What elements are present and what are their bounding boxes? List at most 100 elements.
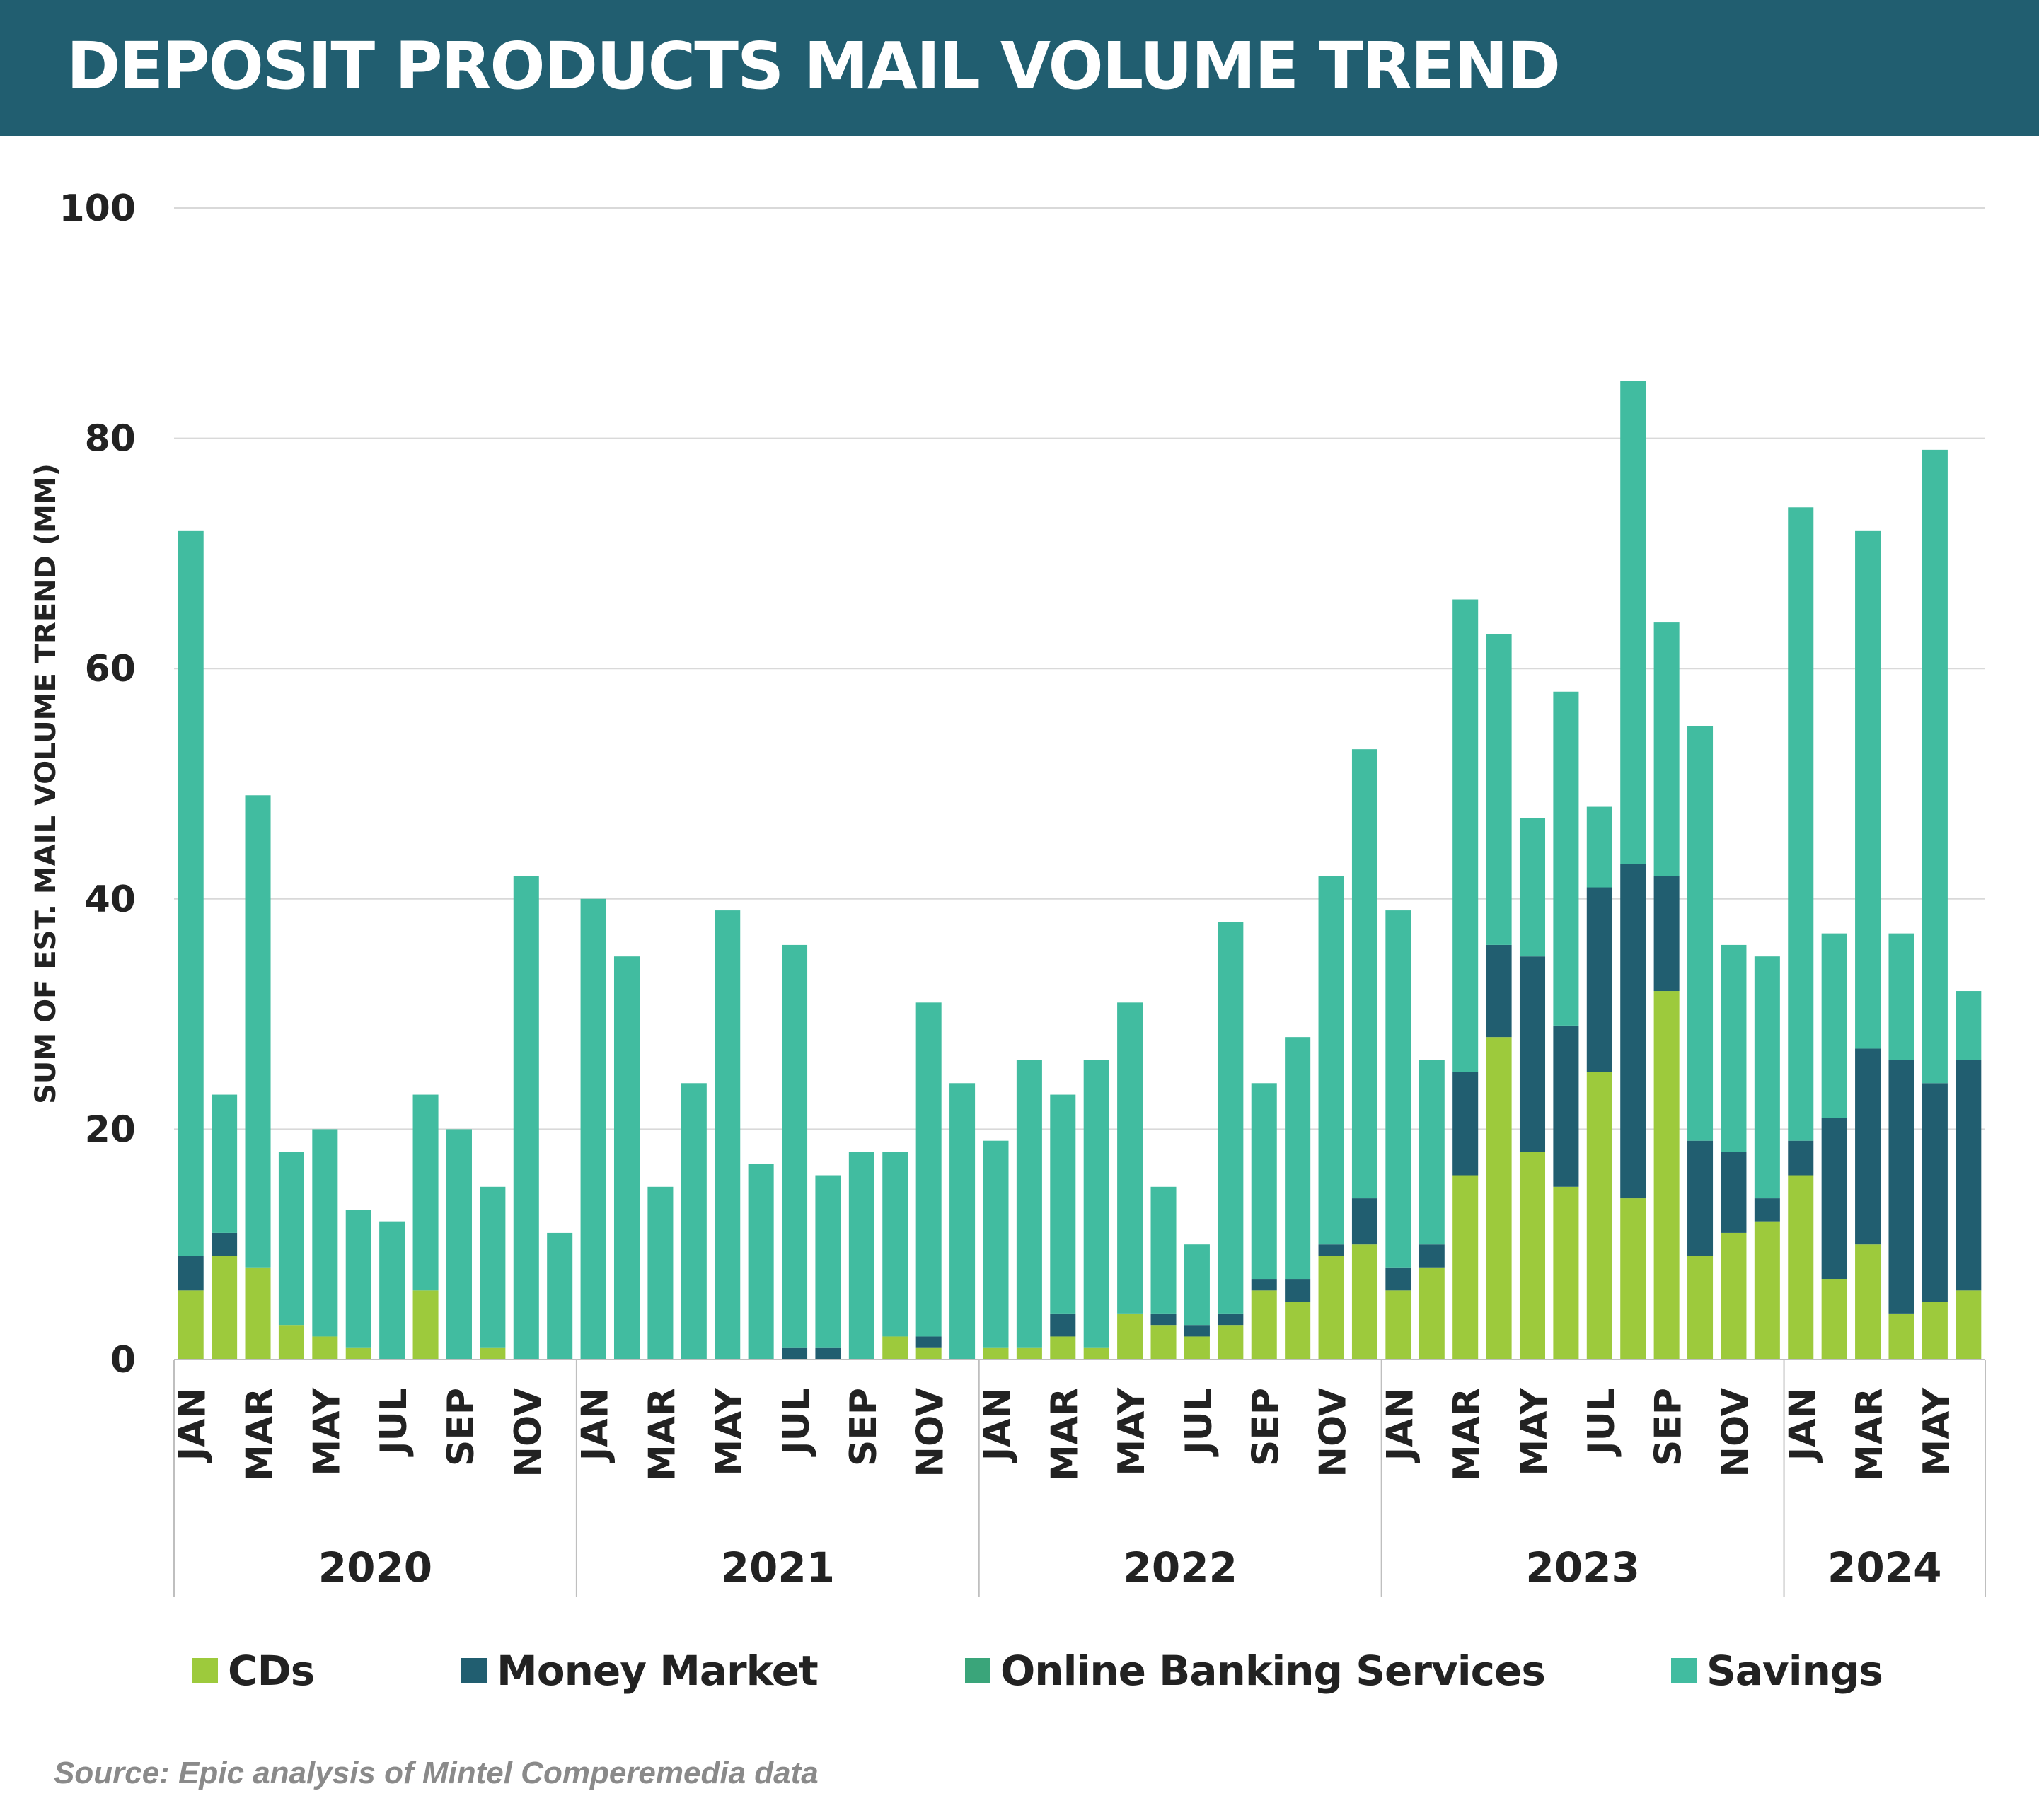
legend-label-online-banking: Online Banking Services (1000, 1647, 1546, 1695)
bar-cds (1285, 1302, 1311, 1360)
x-tick-label: JAN (1379, 1388, 1421, 1463)
x-tick-label: MAR (1446, 1388, 1489, 1481)
bar-money-market (1821, 1118, 1847, 1280)
bar-money-market (1922, 1083, 1948, 1302)
bar-money-market (1519, 956, 1546, 1152)
legend-swatch-cds (192, 1658, 218, 1683)
axes: 0 20 40 60 80 100 SUM OF EST. MAIL VOLUME TREN… (30, 187, 1986, 1597)
bar-cds (1486, 1037, 1512, 1360)
bar-savings (1821, 933, 1847, 1118)
legend-item-online-banking: Online Banking Services (965, 1647, 1546, 1695)
bar-money-market (1653, 876, 1680, 992)
y-tick-label: 0 (110, 1339, 136, 1381)
x-tick-label: JUL (775, 1388, 818, 1457)
bar-savings (446, 1129, 472, 1360)
bar-money-market (1351, 1198, 1377, 1245)
bar-cds (882, 1336, 908, 1360)
gridlines (174, 207, 1985, 1130)
legend-item-cds: CDs (192, 1647, 315, 1695)
bar-cds (1385, 1290, 1411, 1360)
bar-savings (1855, 530, 1881, 1049)
bar-savings (212, 1094, 238, 1233)
bar-cds (983, 1347, 1009, 1360)
x-tick-label: SEP (1648, 1388, 1690, 1466)
bar-cds (1620, 1198, 1646, 1360)
x-tick-label: SEP (440, 1388, 483, 1466)
bar-savings (848, 1152, 874, 1360)
bar-savings (1083, 1060, 1109, 1348)
x-tick-label: NOV (507, 1388, 550, 1478)
bar-cds (1855, 1244, 1881, 1360)
x-tick-label: SEP (843, 1388, 885, 1466)
bar-savings (1285, 1037, 1311, 1280)
bar-savings (1653, 622, 1680, 876)
bar-money-market (1553, 1025, 1579, 1187)
bar-savings (949, 1083, 976, 1360)
bar-savings (1956, 991, 1982, 1060)
bar-savings (647, 1186, 674, 1360)
bar-cds (1821, 1279, 1847, 1360)
bar-money-market (178, 1256, 204, 1291)
bar-cds (1251, 1290, 1277, 1360)
bar-money-market (1486, 944, 1512, 1038)
bar-cds (480, 1347, 506, 1360)
bar-money-market (1888, 1060, 1914, 1314)
bar-savings (379, 1221, 405, 1360)
x-tick-label: JUL (1178, 1388, 1220, 1457)
x-tick-label: JAN (1781, 1388, 1824, 1463)
x-tick-label: SEP (1245, 1388, 1288, 1466)
title-bar: DEPOSIT PRODUCTS MAIL VOLUME TREND (0, 0, 2039, 136)
year-label: 2021 (721, 1543, 835, 1592)
bar-savings (882, 1152, 908, 1337)
bar-cds (278, 1325, 304, 1360)
bar-money-market (1318, 1244, 1344, 1256)
x-tick-label: NOV (910, 1388, 952, 1478)
bar-cds (412, 1290, 439, 1360)
bar-savings (1486, 634, 1512, 945)
bar-savings (1519, 818, 1546, 957)
bar-money-market (1452, 1072, 1479, 1176)
bar-savings (1922, 449, 1948, 1084)
bar-money-market (1754, 1198, 1780, 1222)
legend-swatch-savings (1671, 1658, 1697, 1683)
bar-savings (1218, 922, 1244, 1314)
bar-cds (178, 1290, 204, 1360)
bar-cds (1318, 1256, 1344, 1360)
x-tick-label: MAR (641, 1388, 683, 1481)
y-axis-title: SUM OF EST. MAIL VOLUME TREND (MM) (30, 463, 62, 1104)
bar-savings (1620, 381, 1646, 864)
y-tick-label: 40 (85, 879, 136, 921)
bar-savings (1888, 933, 1914, 1060)
bar-savings (1184, 1244, 1210, 1326)
bar-money-market (1788, 1140, 1814, 1176)
bar-cds (1083, 1347, 1109, 1360)
bar-savings (1419, 1060, 1445, 1245)
legend-item-savings: Savings (1671, 1647, 1883, 1695)
bar-cds (1721, 1232, 1747, 1360)
stacked-bar-chart: 0 20 40 60 80 100 SUM OF EST. MAIL VOLUME TREN… (30, 187, 1986, 1597)
bar-savings (1687, 726, 1714, 1141)
bar-cds (1050, 1336, 1076, 1360)
bar-savings (915, 1002, 942, 1337)
bar-savings (1586, 806, 1612, 888)
bar-money-market (1586, 887, 1612, 1072)
bar-cds (1150, 1325, 1177, 1360)
bar-cds (1888, 1313, 1914, 1360)
bar-cds (1586, 1072, 1612, 1360)
legend-swatch-money-market (461, 1658, 487, 1683)
bar-cds (1218, 1325, 1244, 1360)
x-tick-label: MAR (1849, 1388, 1891, 1481)
bar-money-market (1855, 1048, 1881, 1245)
bar-savings (178, 530, 204, 1256)
bar-savings (312, 1129, 338, 1337)
bar-cds (1653, 991, 1680, 1360)
year-label: 2023 (1525, 1543, 1639, 1592)
bar-savings (547, 1232, 573, 1360)
bar-cds (212, 1256, 238, 1360)
bar-savings (681, 1083, 707, 1360)
bar-savings (1251, 1083, 1277, 1280)
bar-cds (1553, 1186, 1579, 1360)
x-tick-label: MAY (708, 1387, 751, 1476)
bar-money-market (1050, 1313, 1076, 1337)
bar-cds (312, 1336, 338, 1360)
